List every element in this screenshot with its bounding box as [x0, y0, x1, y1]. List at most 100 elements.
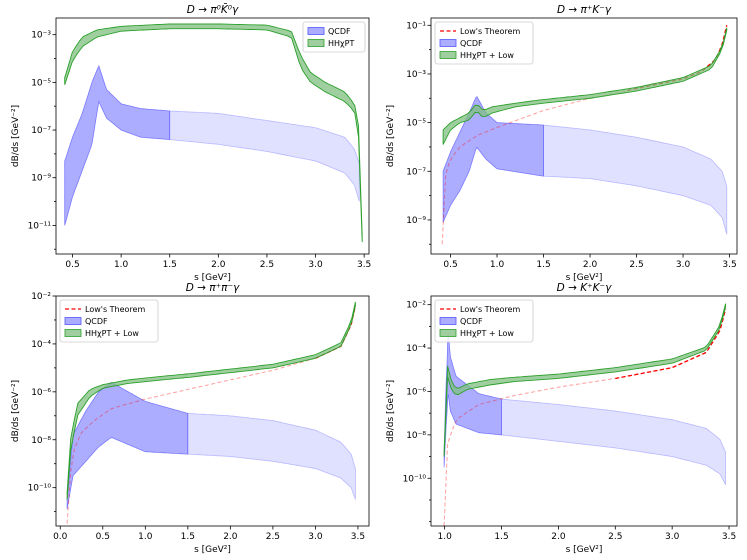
- legend-swatch-qcdf: [64, 317, 82, 325]
- x-tick-label: 1.0: [138, 532, 153, 542]
- hhchpt-band: [442, 27, 728, 145]
- y-tick-label: 10⁻³: [406, 70, 426, 80]
- chart-panel-1: 0.5 1.0 1.5 2.0 2.5 3.0 3.5 10⁻¹¹ 10⁻⁹ 10⁻⁷ 10⁻⁵ 10…: [11, 3, 371, 283]
- axes-frame: [55, 17, 370, 255]
- y-tick-label: 10⁻⁹: [406, 216, 426, 226]
- x-tick-label: 2.0: [211, 260, 226, 270]
- y-tick-label: 10⁻³: [31, 31, 51, 41]
- x-axis-label: s [GeV²]: [194, 545, 231, 555]
- y-axis-label: dB/ds [GeV⁻²]: [11, 105, 21, 167]
- x-tick-label: 1.5: [536, 260, 550, 270]
- legend-swatch-hhchpt: [64, 329, 82, 337]
- y-tick-label: 10⁻⁵: [31, 78, 51, 88]
- qcdf-band-extrapolated: [543, 124, 728, 235]
- hhchpt-band: [443, 303, 727, 457]
- qcdf-band: [443, 332, 502, 468]
- y-tick-label: 10⁻⁸: [31, 436, 51, 446]
- chart-panel-2: 0.5 1.0 1.5 2.0 2.5 3.0 3.5 10⁻⁹ 10⁻⁷ 10⁻⁵ 10⁻³ 10⁻…: [386, 4, 738, 283]
- plot-area: [441, 25, 728, 245]
- y-tick-label: 10⁻⁹: [31, 174, 51, 184]
- legend: QCDF HHχPT: [302, 21, 366, 53]
- y-tick-label: 10⁻⁵: [406, 119, 426, 129]
- x-tick-label: 1.0: [114, 260, 129, 270]
- y-axis-label: dB/ds [GeV⁻²]: [386, 380, 396, 442]
- plot-area: [443, 303, 727, 526]
- x-tick-label: 2.0: [223, 532, 238, 542]
- x-tick-label: 1.0: [437, 532, 452, 542]
- y-tick-label: 10⁻⁸: [406, 431, 426, 441]
- legend-box: [59, 299, 159, 343]
- x-tick-label: 3.0: [308, 260, 323, 270]
- legend-label: Low's Theorem: [460, 305, 520, 314]
- hhchpt-band: [64, 23, 363, 243]
- x-tick-label: 3.5: [722, 260, 736, 270]
- legend-label: Low's Theorem: [85, 305, 145, 314]
- legend-box: [434, 299, 534, 343]
- x-tick-label: 3.0: [308, 532, 323, 542]
- x-axis-label: s [GeV²]: [194, 273, 231, 283]
- legend-label: QCDF: [328, 27, 351, 36]
- x-tick-label: 1.5: [494, 532, 508, 542]
- x-tick-label: 2.5: [260, 260, 274, 270]
- x-tick-label: 3.0: [665, 532, 680, 542]
- low-theorem-line: [315, 305, 357, 359]
- legend: Low's Theorem QCDF HHχPT + Low: [434, 21, 534, 65]
- x-tick-label: 2.5: [266, 532, 280, 542]
- chart-panel-4: 1.0 1.5 2.0 2.5 3.0 3.5 10⁻¹⁰ 10⁻⁸ 10⁻⁶ 10⁻⁴ 10⁻² D…: [386, 282, 738, 555]
- qcdf-band-extrapolated: [501, 398, 726, 485]
- y-tick-label: 10⁻²: [406, 301, 426, 311]
- qcdf-band-extrapolated: [187, 412, 356, 500]
- legend-swatch-hhchpt: [439, 51, 457, 59]
- legend-label: QCDF: [460, 39, 483, 48]
- legend-swatch-hhchpt: [307, 39, 325, 47]
- low-theorem-line: [627, 25, 728, 92]
- x-tick-label: 0.5: [96, 532, 110, 542]
- y-tick-label: 10⁻⁷: [31, 126, 51, 136]
- y-axis-label: dB/ds [GeV⁻²]: [11, 380, 21, 442]
- chart-panel-3: 0.0 0.5 1.0 1.5 2.0 2.5 3.0 3.5 10⁻¹⁰ 10⁻⁸ 10⁻⁶ 10⁻…: [11, 282, 370, 555]
- x-tick-label: 3.0: [676, 260, 691, 270]
- chart-title: D → π⁰K̄⁰γ: [187, 3, 239, 16]
- legend-label: HHχPT + Low: [85, 329, 139, 338]
- legend-label: HHχPT: [328, 39, 354, 48]
- qcdf-band-extrapolated: [169, 110, 360, 202]
- x-tick-label: 1.5: [181, 532, 195, 542]
- x-tick-label: 0.5: [443, 260, 457, 270]
- x-tick-label: 2.5: [629, 260, 643, 270]
- legend-label: QCDF: [85, 317, 108, 326]
- x-tick-label: 0.5: [65, 260, 79, 270]
- plot-area: [66, 301, 357, 524]
- legend-box: [434, 21, 534, 65]
- axes-frame: [55, 295, 370, 527]
- y-tick-label: 10⁻⁷: [406, 167, 426, 177]
- x-tick-label: 1.0: [490, 260, 505, 270]
- x-tick-label: 2.5: [608, 532, 622, 542]
- x-tick-label: 1.5: [163, 260, 177, 270]
- x-tick-label: 3.5: [357, 260, 371, 270]
- plot-area: [64, 23, 363, 243]
- x-tick-label: 2.0: [551, 532, 566, 542]
- x-axis-label: s [GeV²]: [566, 273, 603, 283]
- qcdf-band: [64, 64, 171, 226]
- chart-title: D → K⁺K⁻γ: [557, 282, 612, 294]
- legend-label: Low's Theorem: [460, 27, 520, 36]
- y-tick-label: 10⁻⁶: [31, 388, 51, 398]
- y-axis-label: dB/ds [GeV⁻²]: [386, 105, 396, 167]
- y-tick-label: 10⁻¹⁰: [403, 474, 427, 484]
- x-axis-label: s [GeV²]: [566, 545, 603, 555]
- axes-frame: [430, 17, 738, 255]
- y-tick-label: 10⁻⁴: [31, 340, 51, 350]
- chart-title: D → π⁺π⁻γ: [186, 282, 240, 294]
- chart-title: D → π⁺K⁻γ: [557, 4, 612, 16]
- x-tick-label: 3.5: [722, 532, 736, 542]
- x-tick-label: 0.0: [53, 532, 68, 542]
- legend-swatch-qcdf: [439, 317, 457, 325]
- legend: Low's Theorem QCDF HHχPT + Low: [434, 299, 534, 343]
- legend-swatch-qcdf: [307, 27, 325, 35]
- y-tick-label: 10⁻¹⁰: [28, 484, 52, 494]
- legend-swatch-hhchpt: [439, 329, 457, 337]
- legend: Low's Theorem QCDF HHχPT + Low: [59, 299, 159, 343]
- axes-frame: [430, 295, 738, 527]
- x-tick-label: 3.5: [351, 532, 365, 542]
